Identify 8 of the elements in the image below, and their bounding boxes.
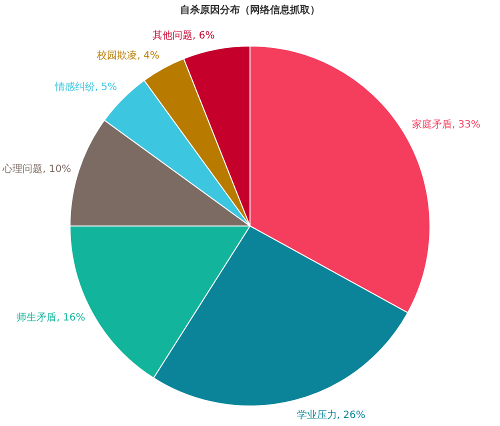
slice-label: 情感纠纷, 5% (54, 81, 118, 94)
slice-label: 心理问题, 10% (2, 162, 72, 175)
slice-label: 校园欺凌, 4% (96, 49, 160, 62)
slice-label: 其他问题, 6% (152, 29, 215, 42)
slice-label: 学业压力, 26% (296, 409, 366, 422)
slice-label: 师生矛盾, 16% (16, 312, 86, 324)
slice-label: 家庭矛盾, 33% (412, 118, 480, 130)
chart-title: 自杀原因分布（网络信息抓取） (180, 4, 320, 16)
